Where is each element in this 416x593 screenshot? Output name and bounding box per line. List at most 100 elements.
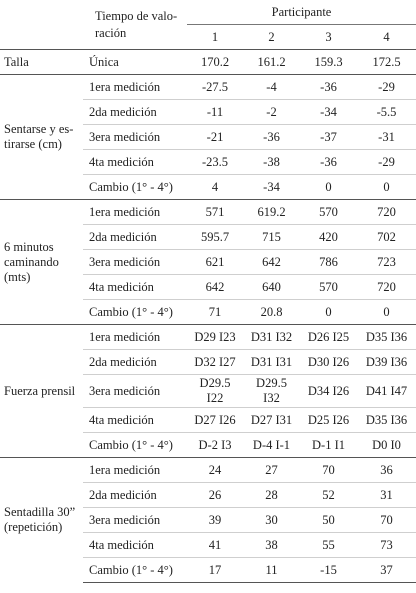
participant-number: 1 (211, 29, 219, 44)
participant-number: 4 (383, 29, 390, 44)
value-cell: -2 (243, 99, 300, 125)
time-label: 3era medición (83, 124, 187, 150)
corner (0, 0, 83, 50)
group-label: Sentadilla 30” (repetición) (0, 457, 83, 583)
group-label-line: Sentarse y es- (4, 122, 74, 136)
group-label-line: Fuerza prensil (4, 383, 76, 398)
value-cell: D25 I26 (300, 407, 357, 433)
group-label-line: caminando (4, 254, 59, 269)
value-cell: -38 (243, 149, 300, 175)
table-row: 2da medición D32 I27 D31 I31 D30 I26 D39 I36 (0, 349, 416, 375)
value-cell: D26 I25 (300, 324, 357, 350)
time-label: 3era medición (83, 507, 187, 533)
value-cell: D-1 I1 (300, 432, 357, 458)
value-cell: -36 (243, 124, 300, 150)
table-row: Cambio (1° - 4°) D-2 I3 D-4 I-1 D-1 I1 D0 I0 (0, 432, 416, 458)
value-cell: 26 (187, 482, 243, 508)
value-cell: 621 (187, 249, 243, 275)
group-label-line: tirarse (cm) (4, 137, 62, 151)
group-label: Sentarse y es-tirarse (cm) (0, 74, 83, 200)
time-label: 2da medición (83, 349, 187, 375)
value-cell: 0 (357, 174, 416, 200)
table-row: 4ta medición D27 I26 D27 I31 D25 I26 D35 I36 (0, 407, 416, 433)
table-row: 3era medición D29.5 I22 D29.5 I32 D34 I26 D4… (0, 374, 416, 408)
value-cell: D27 I31 (243, 407, 300, 433)
value-cell: -5.5 (357, 99, 416, 125)
time-label: 3era medición (83, 374, 187, 408)
value-cell: 73 (357, 532, 416, 558)
table-row: Cambio (1° - 4°) 71 20.8 0 0 (0, 299, 416, 325)
group-label-line: 6 minutos (4, 239, 54, 254)
value-cell: 36 (357, 457, 416, 483)
value-cell: D31 I32 (243, 324, 300, 350)
value-cell: 31 (357, 482, 416, 508)
group-label: 6 minutos caminando (mts) (0, 199, 83, 325)
value-cell: 30 (243, 507, 300, 533)
table-row: 4ta medición -23.5 -38 -36 -29 (0, 149, 416, 175)
value-cell: 640 (243, 274, 300, 300)
value-cell: D41 I47 (357, 374, 416, 408)
value-cell: -11 (187, 99, 243, 125)
value-cell: D-2 I3 (187, 432, 243, 458)
value-cell: 420 (300, 224, 357, 250)
value-cell: 172.5 (357, 49, 416, 75)
table-row: Cambio (1° - 4°) 17 11 -15 37 (0, 557, 416, 583)
header-text: ración (95, 26, 127, 40)
table-row: Fuerza prensil 1era medición D29 I23 D31 I3… (0, 324, 416, 458)
value-cell: 20.8 (243, 299, 300, 325)
value-cell: D29.5 I32 (243, 374, 300, 408)
value-cell: 786 (300, 249, 357, 275)
value-cell: 595.7 (187, 224, 243, 250)
value-cell: 4 (187, 174, 243, 200)
value-cell: 27 (243, 457, 300, 483)
value-cell: 37 (357, 557, 416, 583)
value-cell: D39 I36 (357, 349, 416, 375)
value-cell: -27.5 (187, 74, 243, 100)
value-cell: D31 I31 (243, 349, 300, 375)
value-cell: 71 (187, 299, 243, 325)
value-cell: -15 (300, 557, 357, 583)
table-row: 3era medición 621 642 786 723 (0, 249, 416, 275)
value-cell: 642 (243, 249, 300, 275)
table-row: 3era medición 39 30 50 70 (0, 507, 416, 533)
value-cell: 570 (300, 199, 357, 225)
participant-number: 3 (325, 29, 332, 44)
value-cell: D0 I0 (357, 432, 416, 458)
value-cell: 720 (357, 199, 416, 225)
value-cell: 17 (187, 557, 243, 583)
value-cell: 52 (300, 482, 357, 508)
value-cell: 70 (357, 507, 416, 533)
table-row: 2da medición 595.7 715 420 702 (0, 224, 416, 250)
value-cell: 161.2 (243, 49, 300, 75)
table-row: 4ta medición 642 640 570 720 (0, 274, 416, 300)
table-row: Cambio (1° - 4°) 4 -34 0 0 (0, 174, 416, 200)
value-cell: D30 I26 (300, 349, 357, 375)
time-label: 2da medición (83, 224, 187, 250)
value-cell: -21 (187, 124, 243, 150)
table-row: 2da medición -11 -2 -34 -5.5 (0, 99, 416, 125)
value-cell: 55 (300, 532, 357, 558)
group-label: Fuerza prensil (0, 324, 83, 458)
value-cell: D34 I26 (300, 374, 357, 408)
time-label: 4ta medición (83, 532, 187, 558)
table-row: 4ta medición 41 38 55 73 (0, 532, 416, 558)
value-cell: 50 (300, 507, 357, 533)
time-label: Cambio (1° - 4°) (83, 432, 187, 458)
value-cell: -36 (300, 74, 357, 100)
table-row: Talla Única 170.2 161.2 159.3 172.5 (0, 49, 416, 75)
value-cell: 0 (300, 174, 357, 200)
value-cell: 723 (357, 249, 416, 275)
value-cell: D29 I23 (187, 324, 243, 350)
value-cell: 170.2 (187, 49, 243, 75)
time-label: Cambio (1° - 4°) (83, 174, 187, 200)
value-cell: -29 (357, 149, 416, 175)
value-cell: D35 I36 (357, 407, 416, 433)
value-cell: 619.2 (243, 199, 300, 225)
value-cell: -29 (357, 74, 416, 100)
time-label: 4ta medición (83, 149, 187, 175)
value-cell: -4 (243, 74, 300, 100)
value-cell: 720 (357, 274, 416, 300)
value-cell: 39 (187, 507, 243, 533)
time-label: Cambio (1° - 4°) (83, 557, 187, 583)
